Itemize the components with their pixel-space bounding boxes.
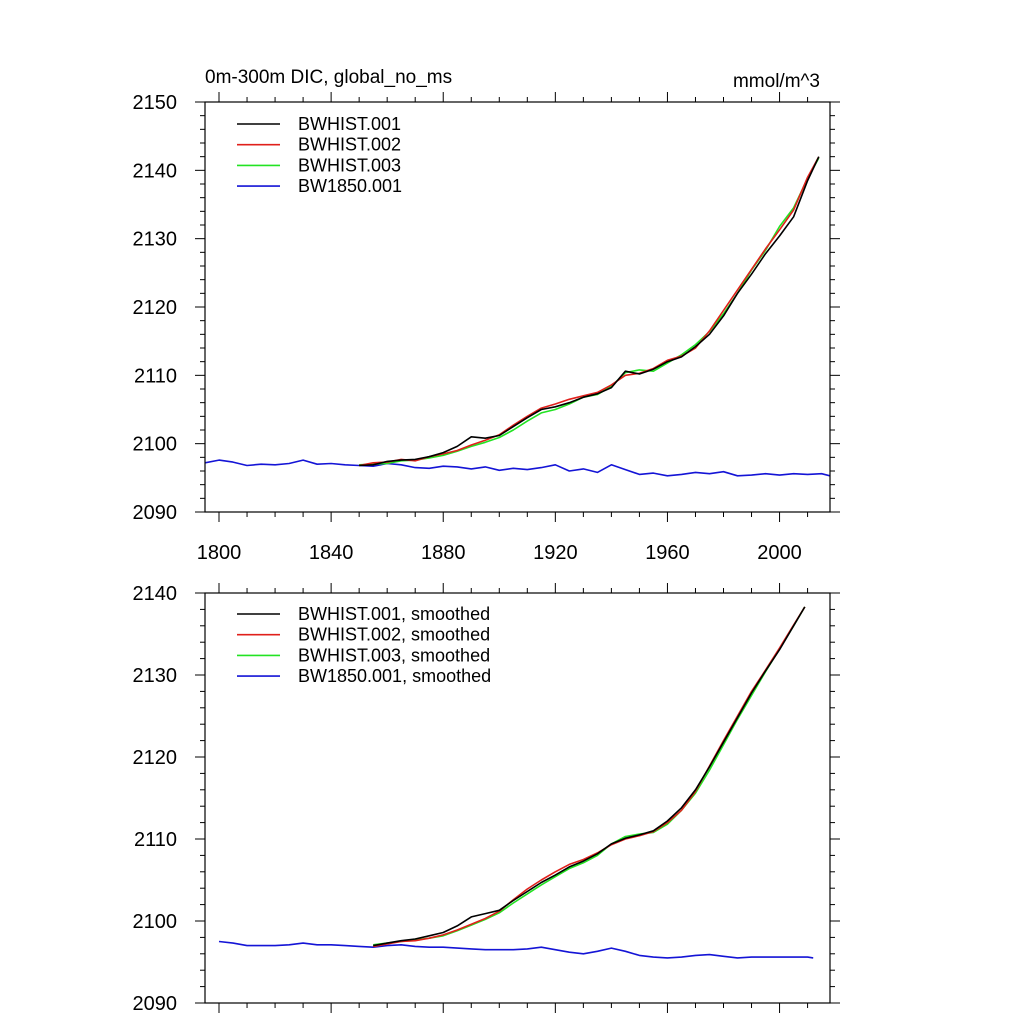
- legend-label: BWHIST.002: [298, 135, 401, 155]
- y-tick-label: 2140: [133, 160, 178, 182]
- y-tick-label: 2130: [133, 665, 178, 687]
- legend-label: BWHIST.001, smoothed: [298, 604, 490, 624]
- y-tick-label: 2100: [133, 434, 178, 456]
- plot-frame: [204, 592, 831, 1004]
- top-panel: 2090 2100 2110 2120 2130 2140 2150 1800 1840 1880…: [133, 92, 840, 564]
- series-line-bwhist-001-smoothed: [373, 606, 806, 947]
- series-line-bwhist-003-smoothed: [373, 606, 806, 946]
- x-tick-label: 1920: [533, 542, 578, 564]
- units-label: mmol/m^3: [733, 71, 820, 92]
- y-tick-label: 2120: [133, 747, 178, 769]
- legend-label: BWHIST.003, smoothed: [298, 645, 490, 665]
- x-tick-label: 1840: [309, 542, 354, 564]
- legend-label: BWHIST.001: [298, 114, 401, 134]
- y-tick-label: 2090: [133, 993, 178, 1015]
- series-line-bw1850-001: [205, 459, 830, 477]
- y-tick-label: 2090: [133, 502, 178, 524]
- series-line-bw1850-001-smoothed: [218, 940, 814, 959]
- y-tick-label: 2130: [133, 229, 178, 251]
- y-tick-label: 2110: [134, 365, 177, 387]
- series-line-bwhist-001: [359, 156, 820, 467]
- y-tick-label: 2150: [133, 92, 178, 114]
- figure-title: 0m-300m DIC, global_no_ms: [205, 67, 452, 88]
- legend-label: BWHIST.003: [298, 155, 401, 175]
- series-line-bwhist-002: [358, 156, 820, 467]
- y-tick-label: 2110: [134, 829, 177, 851]
- series-group: [218, 606, 814, 959]
- legend-label: BW1850.001, smoothed: [298, 666, 491, 686]
- x-tick-label: 1800: [197, 542, 242, 564]
- y-tick-label: 2100: [133, 911, 178, 933]
- legend-label: BWHIST.002, smoothed: [298, 625, 490, 645]
- legend-label: BW1850.001: [298, 176, 402, 196]
- y-tick-label: 2120: [133, 297, 178, 319]
- x-tick-label: 1960: [645, 542, 690, 564]
- bottom-panel: 2090 2100 2110 2120 2130 2140 BWHIST.001, smoo…: [133, 583, 840, 1015]
- series-line-bwhist-003: [359, 157, 820, 466]
- series-group: [205, 156, 830, 477]
- y-tick-label: 2140: [133, 583, 178, 605]
- x-tick-label: 1880: [421, 542, 466, 564]
- x-tick-label: 2000: [757, 542, 802, 564]
